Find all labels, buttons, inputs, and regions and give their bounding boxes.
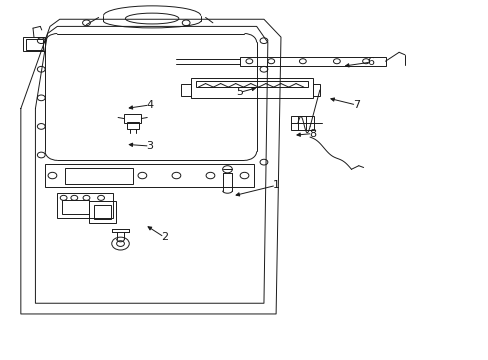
Bar: [312, 84, 319, 96]
Bar: [196, 81, 307, 87]
Bar: [89, 202, 116, 223]
Text: 6: 6: [366, 57, 374, 67]
Bar: [94, 205, 111, 219]
Text: 5: 5: [236, 87, 243, 98]
Text: 4: 4: [146, 100, 153, 110]
Bar: [26, 39, 42, 50]
Bar: [191, 78, 312, 98]
Bar: [126, 122, 138, 129]
Bar: [239, 57, 385, 66]
Text: 7: 7: [352, 100, 359, 110]
Bar: [62, 200, 89, 214]
Bar: [45, 164, 254, 187]
Bar: [123, 114, 141, 123]
Text: 8: 8: [308, 129, 315, 139]
Text: 3: 3: [146, 141, 153, 151]
Bar: [57, 193, 113, 217]
Bar: [64, 168, 132, 184]
Text: 2: 2: [161, 232, 167, 242]
Text: 1: 1: [272, 180, 279, 190]
Bar: [23, 37, 45, 51]
Bar: [181, 84, 191, 96]
Bar: [290, 116, 313, 130]
